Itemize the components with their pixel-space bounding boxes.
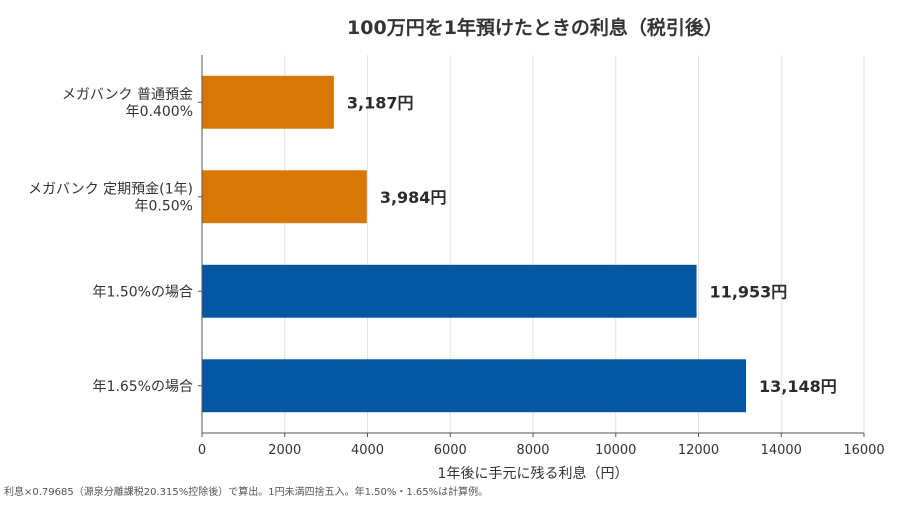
x-tick-label: 10000 xyxy=(595,443,636,458)
axes: 0 2000 4000 6000 8000 10000 12000 14000 16000 メガバ… xyxy=(28,55,885,458)
data-label: 3,187円 xyxy=(347,93,414,112)
bar xyxy=(202,170,367,224)
x-tick-label: 14000 xyxy=(761,443,802,458)
category-label: 年1.65%の場合 xyxy=(93,379,193,395)
bar xyxy=(202,75,334,129)
x-tick-label: 12000 xyxy=(678,443,719,458)
data-label: 3,984円 xyxy=(380,188,447,207)
x-tick-label: 2000 xyxy=(268,443,301,458)
category-label: 年0.50% xyxy=(135,198,193,214)
data-label: 11,953円 xyxy=(710,282,788,301)
x-tick-label: 0 xyxy=(198,443,206,458)
x-tick-label: 6000 xyxy=(434,443,467,458)
bar xyxy=(202,359,746,413)
data-label: 13,148円 xyxy=(759,377,837,396)
category-label: 年0.400% xyxy=(126,104,193,120)
category-label: 年1.50%の場合 xyxy=(93,284,193,300)
bar xyxy=(202,264,697,318)
grid-lines xyxy=(284,55,865,433)
footnote: 利息×0.79685（源泉分離課税20.315%控除後）で算出。1円未満四捨五入… xyxy=(4,487,489,498)
category-label: メガバンク 普通預金 xyxy=(62,87,193,103)
x-tick-label: 8000 xyxy=(516,443,549,458)
bars: 3,187円 3,984円 11,953円 13,148円 xyxy=(202,75,837,413)
x-tick-label: 4000 xyxy=(351,443,384,458)
x-axis-label: 1年後に手元に残る利息（円） xyxy=(438,465,629,482)
x-tick-label: 16000 xyxy=(843,443,884,458)
category-label: メガバンク 定期預金(1年) xyxy=(28,181,193,197)
chart-title: 100万円を1年預けたときの利息（税引後） xyxy=(347,16,723,39)
